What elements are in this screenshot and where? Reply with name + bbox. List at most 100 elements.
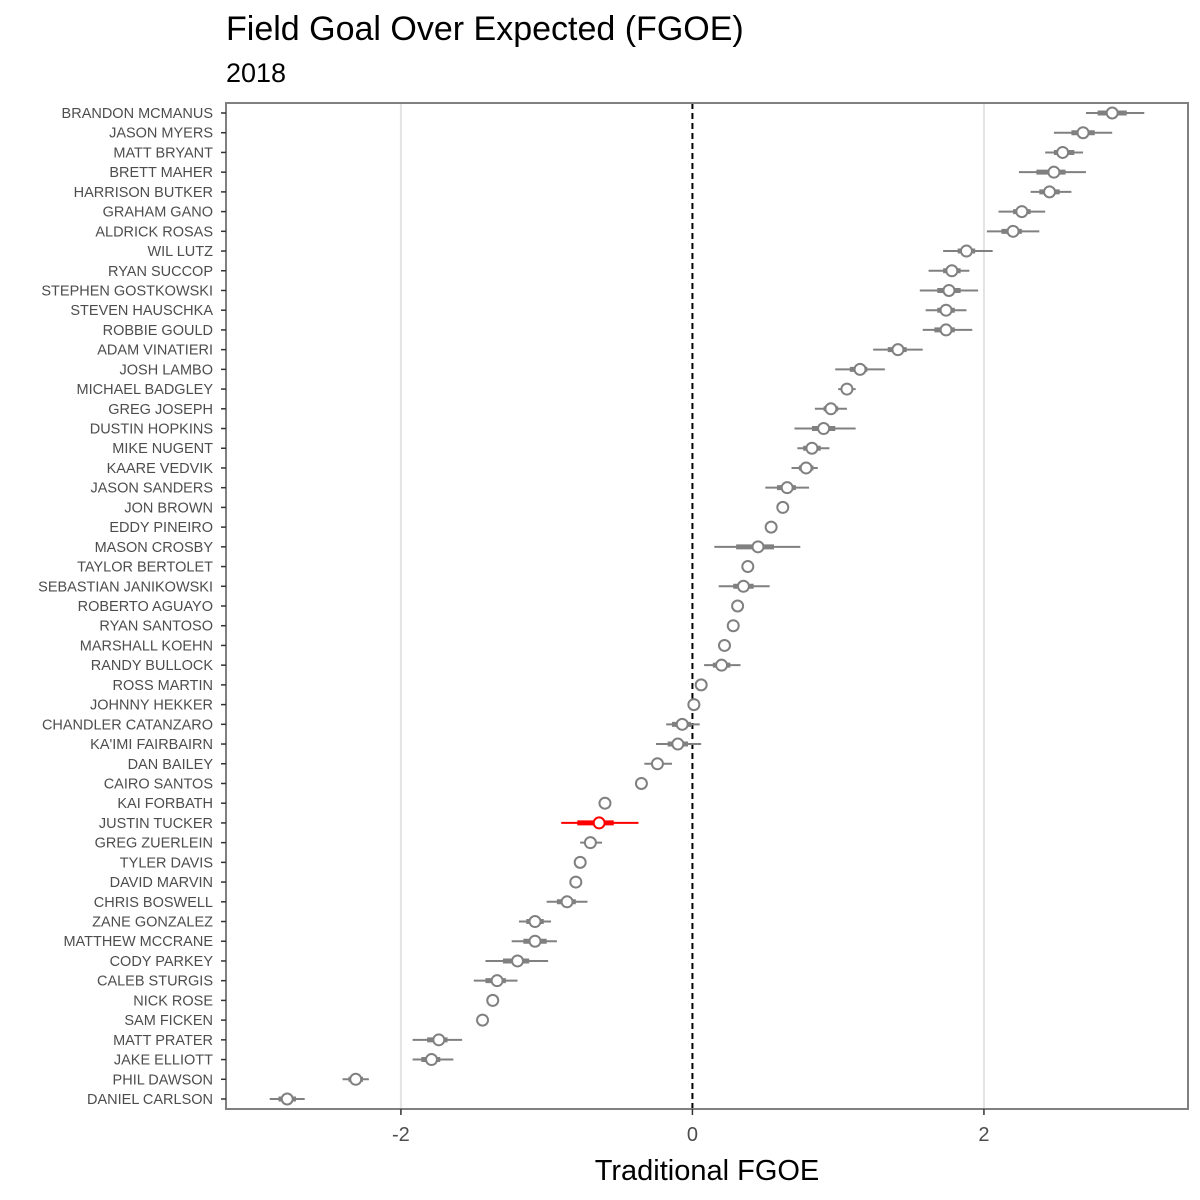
kicker-label: ROBBIE GOULD bbox=[103, 323, 213, 339]
kicker-label: SAM FICKEN bbox=[124, 1013, 213, 1029]
kicker-label: JASON MYERS bbox=[109, 126, 213, 142]
kicker-mark bbox=[741, 560, 755, 574]
kicker-mark bbox=[998, 205, 1046, 219]
estimate-point bbox=[1056, 145, 1070, 159]
kicker-label: ADAM VINATIERI bbox=[97, 343, 213, 359]
kicker-label: JASON SANDERS bbox=[91, 481, 213, 497]
kicker-mark bbox=[573, 855, 587, 869]
kicker-label: CALEB STURGIS bbox=[97, 974, 213, 990]
estimate-point bbox=[780, 481, 794, 495]
kicker-label: RYAN SUCCOP bbox=[108, 264, 213, 280]
estimate-point bbox=[560, 895, 574, 909]
kicker-mark bbox=[561, 816, 639, 830]
estimate-point bbox=[425, 1053, 439, 1067]
estimate-point bbox=[1006, 224, 1020, 238]
estimate-point bbox=[1043, 185, 1057, 199]
estimate-point bbox=[432, 1033, 446, 1047]
kicker-mark bbox=[569, 875, 583, 889]
kicker-mark bbox=[794, 422, 856, 436]
kicker-label: KAARE VEDVIK bbox=[107, 461, 214, 477]
kicker-mark bbox=[412, 1033, 463, 1047]
kicker-mark bbox=[919, 283, 979, 297]
x-tick-label: -2 bbox=[392, 1124, 410, 1146]
kicker-label: CHANDLER CATANZARO bbox=[42, 717, 213, 733]
kicker-mark bbox=[943, 244, 993, 258]
kicker-label: BRETT MAHER bbox=[109, 165, 213, 181]
kicker-label: EDDY PINEIRO bbox=[109, 520, 213, 536]
estimate-point bbox=[528, 915, 542, 929]
kicker-mark bbox=[634, 776, 648, 790]
kicker-label: JAKE ELLIOTT bbox=[114, 1053, 213, 1069]
kicker-label: KAI FORBATH bbox=[117, 796, 213, 812]
estimate-point bbox=[511, 954, 525, 968]
kicker-mark bbox=[704, 658, 741, 672]
kicker-mark bbox=[486, 993, 500, 1007]
kicker-label: GREG ZUERLEIN bbox=[95, 836, 213, 852]
kicker-label: SEBASTIAN JANIKOWSKI bbox=[38, 579, 213, 595]
kicker-label: JOSH LAMBO bbox=[120, 362, 213, 378]
estimate-point bbox=[486, 993, 500, 1007]
kicker-mark bbox=[598, 796, 612, 810]
kicker-mark bbox=[1018, 165, 1086, 179]
x-axis-label: Traditional FGOE bbox=[595, 1155, 820, 1187]
estimate-point bbox=[939, 303, 953, 317]
kicker-mark bbox=[511, 934, 557, 948]
kicker-label: BRANDON MCMANUS bbox=[62, 106, 213, 122]
kicker-mark bbox=[726, 619, 740, 633]
kicker-mark bbox=[269, 1092, 305, 1106]
estimate-point bbox=[891, 343, 905, 357]
x-axis: -2 0 2 bbox=[392, 1109, 990, 1146]
kicker-label: JUSTIN TUCKER bbox=[99, 816, 213, 832]
kicker-label: ROBERTO AGUAYO bbox=[78, 599, 213, 615]
kicker-label: TYLER DAVIS bbox=[120, 855, 213, 871]
kicker-mark bbox=[580, 836, 603, 850]
chart-subtitle: 2018 bbox=[226, 58, 286, 88]
kicker-mark bbox=[476, 1013, 490, 1027]
kicker-mark bbox=[838, 382, 856, 396]
kicker-mark bbox=[342, 1072, 369, 1086]
estimate-point bbox=[592, 816, 606, 830]
estimate-point bbox=[280, 1092, 294, 1106]
kicker-mark bbox=[922, 323, 973, 337]
kicker-label: KA'IMI FAIRBAIRN bbox=[90, 737, 213, 753]
kicker-mark bbox=[1053, 126, 1113, 140]
kicker-mark bbox=[666, 717, 700, 731]
estimate-point bbox=[942, 283, 956, 297]
kicker-mark bbox=[1085, 106, 1145, 120]
estimate-point bbox=[764, 520, 778, 534]
kicker-mark bbox=[644, 757, 673, 771]
estimate-point bbox=[671, 737, 685, 751]
kicker-mark bbox=[694, 678, 708, 692]
estimate-point bbox=[634, 776, 648, 790]
kicker-label: CAIRO SANTOS bbox=[104, 776, 213, 792]
kicker-mark bbox=[873, 343, 923, 357]
x-tick-label: 2 bbox=[978, 1124, 989, 1146]
kicker-mark bbox=[655, 737, 702, 751]
kicker-label: CHRIS BOSWELL bbox=[94, 895, 213, 911]
chart-title: Field Goal Over Expected (FGOE) bbox=[226, 10, 744, 48]
kicker-label: MATT BRYANT bbox=[113, 145, 213, 161]
kicker-label: TAYLOR BERTOLET bbox=[77, 560, 213, 576]
kicker-mark bbox=[714, 540, 801, 554]
estimate-point bbox=[1076, 126, 1090, 140]
estimate-point bbox=[805, 441, 819, 455]
estimate-point bbox=[476, 1013, 490, 1027]
kicker-label: HARRISON BUTKER bbox=[74, 185, 213, 201]
estimate-point bbox=[736, 579, 750, 593]
kicker-mark bbox=[546, 895, 588, 909]
estimate-point bbox=[751, 540, 765, 554]
estimate-point bbox=[569, 875, 583, 889]
kicker-label: MATT PRATER bbox=[113, 1033, 213, 1049]
kicker-label: DAVID MARVIN bbox=[110, 875, 213, 891]
estimate-point bbox=[731, 599, 745, 613]
estimate-point bbox=[687, 698, 701, 712]
x-tick-label: 0 bbox=[687, 1124, 698, 1146]
estimate-point bbox=[528, 934, 542, 948]
kicker-mark bbox=[518, 915, 552, 929]
kicker-mark bbox=[485, 954, 549, 968]
kicker-mark bbox=[986, 224, 1040, 238]
estimate-point bbox=[840, 382, 854, 396]
estimate-point bbox=[675, 717, 689, 731]
kicker-mark bbox=[687, 698, 701, 712]
